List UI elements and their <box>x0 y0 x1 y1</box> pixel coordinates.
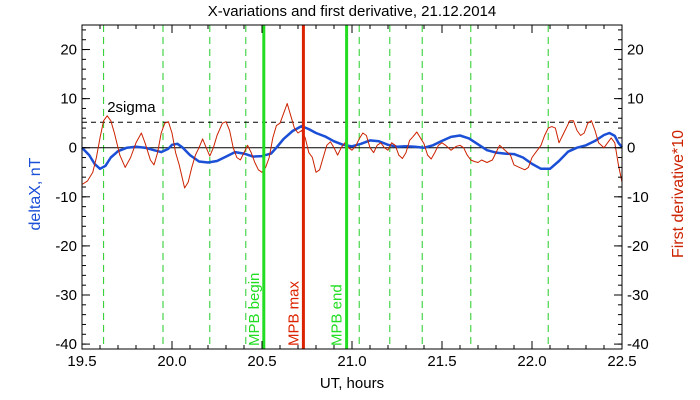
x-axis-label: UT, hours <box>320 375 384 392</box>
event-label: MPB end <box>329 284 346 346</box>
threshold-label: 2sigma <box>107 99 156 116</box>
y-tick-label-left: -10 <box>55 189 77 206</box>
derivative-series-line <box>81 103 623 189</box>
deltax-series-line <box>81 124 623 171</box>
y-tick-label-left: 10 <box>60 91 77 108</box>
y-tick-label-right: -30 <box>627 287 649 304</box>
y-tick-label-left: -20 <box>55 238 77 255</box>
y-tick-label-right: 20 <box>627 42 644 59</box>
y-tick-label-right: 10 <box>627 91 644 108</box>
y-tick-label-right: 0 <box>627 140 635 157</box>
x-tick-label: 21.5 <box>427 353 456 370</box>
event-label: MPB begin <box>246 273 263 346</box>
chart-title: X-variations and first derivative, 21.12… <box>208 3 497 20</box>
plot-area: 2sigma MPB begin MPB max MPB end 19.5 20.0 20.… <box>55 24 649 370</box>
x-tick-label: 19.5 <box>67 353 96 370</box>
x-tick-label: 22.5 <box>607 353 636 370</box>
y-axis-label-right: First derivative*10 <box>670 130 687 258</box>
y-tick-label-right: -10 <box>627 189 649 206</box>
event-label: MPB max <box>285 280 302 346</box>
y-tick-label-left: -40 <box>55 336 77 353</box>
y-tick-label-right: -40 <box>627 336 649 353</box>
y-tick-label-left: -30 <box>55 287 77 304</box>
x-tick-label: 22.0 <box>517 353 546 370</box>
x-tick-label: 21.0 <box>337 353 366 370</box>
y-tick-label-left: 20 <box>60 42 77 59</box>
x-tick-label: 20.0 <box>157 353 186 370</box>
y-tick-label-left: 0 <box>69 140 77 157</box>
y-axis-label-left: deltaX, nT <box>27 157 44 230</box>
x-tick-label: 20.5 <box>247 353 276 370</box>
y-tick-label-right: -20 <box>627 238 649 255</box>
